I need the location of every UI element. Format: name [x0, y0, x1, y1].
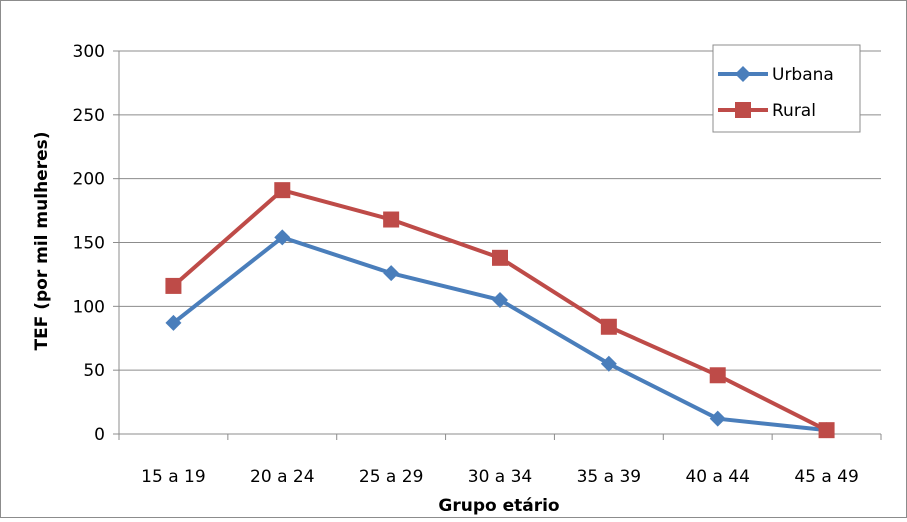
legend-label: Urbana — [772, 65, 834, 85]
y-axis-label: TEF (por mil mulheres) — [32, 131, 52, 350]
data-point — [818, 422, 835, 439]
y-tick-label: 200 — [73, 170, 105, 190]
y-tick-label: 50 — [83, 361, 105, 381]
y-tick-label: 150 — [73, 234, 105, 254]
data-point — [709, 367, 726, 384]
x-tick-labels: 15 a 19 20 a 24 25 a 29 30 a 34 35 a 39 40 a … — [141, 467, 859, 487]
y-tick-labels: 0 50 100 150 200 250 300 — [73, 42, 105, 445]
data-point — [600, 318, 617, 335]
x-tick-label: 30 a 34 — [468, 467, 533, 487]
x-tick-label: 20 a 24 — [250, 467, 315, 487]
x-tick-label: 35 a 39 — [577, 467, 642, 487]
data-point — [165, 314, 182, 331]
legend-marker — [735, 102, 751, 118]
data-point — [165, 277, 182, 294]
legend-item-urbana: Urbana — [718, 65, 834, 85]
series-rural — [165, 182, 835, 439]
y-tick-label: 0 — [94, 425, 105, 445]
data-point — [600, 355, 617, 372]
legend-item-rural: Rural — [718, 101, 816, 121]
x-tick-label: 25 a 29 — [359, 467, 424, 487]
data-point — [383, 265, 400, 282]
legend: Urbana Rural — [712, 44, 861, 133]
legend-marker — [735, 66, 751, 82]
data-point — [383, 211, 400, 228]
x-tick-label: 15 a 19 — [141, 467, 206, 487]
data-point — [274, 229, 291, 246]
legend-label: Rural — [772, 101, 816, 121]
series — [165, 182, 835, 439]
gridlines — [119, 50, 881, 371]
x-axis-label: Grupo etário — [438, 496, 559, 516]
x-tick-label: 40 a 44 — [685, 467, 750, 487]
y-tick-label: 100 — [73, 297, 105, 317]
data-point — [492, 249, 508, 266]
axes — [113, 50, 882, 440]
series-urbana — [165, 229, 835, 439]
data-point — [709, 410, 726, 427]
series-line — [172, 188, 828, 432]
x-tick-label: 45 a 49 — [794, 467, 859, 487]
data-point — [492, 291, 508, 308]
data-point — [274, 182, 291, 199]
y-tick-label: 250 — [73, 106, 105, 126]
series-line — [172, 235, 827, 433]
y-tick-label: 300 — [73, 42, 105, 62]
